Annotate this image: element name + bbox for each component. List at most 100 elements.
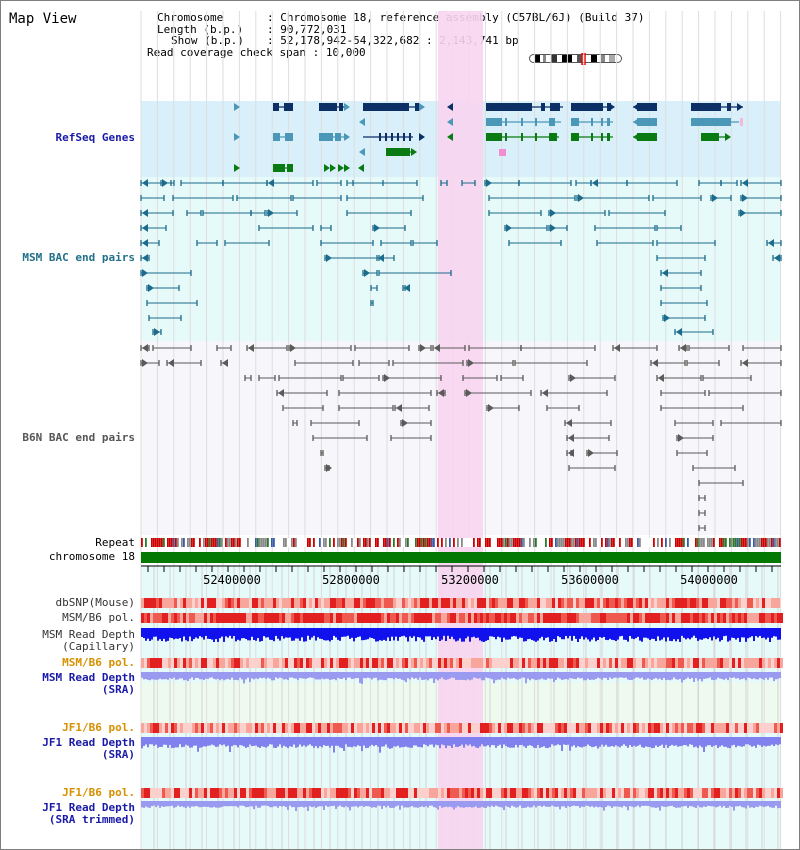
length-value: 90,772,031 (280, 22, 347, 36)
strand-arrow (330, 164, 336, 172)
track-label-msm-depth-capillary: MSM Read Depth (Capillary) (5, 629, 135, 653)
msm-bac-pair (488, 195, 576, 201)
strand-arrow (614, 344, 620, 352)
strand-arrow (447, 103, 453, 111)
strand-arrow (378, 254, 384, 262)
chromosome-track (141, 552, 781, 563)
msm-bac-pair (146, 300, 198, 306)
msm-bac-pair (674, 328, 714, 336)
strand-arrow (326, 464, 332, 472)
track-label-msm-depth-sra: MSM Read Depth (SRA) (5, 672, 135, 696)
strand-arrow (402, 419, 408, 427)
track-label-jf1-depth-trimmed: JF1 Read Depth (SRA trimmed) (5, 802, 135, 826)
track-label-refseq[interactable]: RefSeq Genes (55, 131, 135, 144)
b6n-bac-pair (324, 464, 332, 472)
axis-tick-label: 53600000 (561, 573, 619, 587)
repeat-track[interactable] (141, 538, 781, 547)
b6n-bac-pair (312, 435, 368, 441)
msm-bac-pair (656, 255, 706, 261)
jf1-b6-polymorphism-trimmed-heatmap (141, 788, 783, 798)
msm-bac-pair (518, 180, 572, 186)
track-label-b6n-bac[interactable]: B6N BAC end pairs (22, 431, 135, 444)
gene-feature (701, 133, 727, 141)
msm-bac-pair (376, 254, 395, 262)
jf1-depth-sra-line1: JF1 Read Depth (42, 736, 135, 749)
track-label-msm-bac[interactable]: MSM BAC end pairs (22, 251, 135, 264)
jf1-depth-sra-line2: (SRA) (101, 748, 135, 761)
strand-arrow (234, 133, 240, 141)
b6n-bac-pair (288, 344, 352, 352)
b6n-bac-pair (720, 420, 782, 426)
b6n-bac-track[interactable] (140, 344, 782, 531)
msm-bac-pair (772, 254, 782, 262)
axis-tick-label: 52800000 (322, 573, 380, 587)
msm-bac-pair (596, 240, 654, 246)
refseq-gene-track[interactable] (234, 103, 743, 172)
strand-arrow (438, 389, 444, 397)
strand-arrow (486, 179, 492, 187)
msm-bac-pair (362, 269, 378, 277)
msm-bac-track[interactable] (140, 179, 782, 336)
strand-arrow (588, 449, 594, 457)
strand-arrow (148, 284, 154, 292)
position-axis: 52400000 52800000 53200000 53600000 54000000 (141, 565, 781, 587)
gene-marker (499, 149, 506, 156)
gene-feature (363, 133, 413, 141)
msm-bac-pair (508, 240, 562, 246)
msm-bac-pair (548, 209, 606, 217)
strand-arrow (404, 284, 410, 292)
msm-bac-pair (660, 300, 708, 306)
strand-arrow (568, 449, 574, 457)
b6n-bac-pair (702, 375, 752, 381)
msm-depth-capillary-line2: (Capillary) (62, 640, 135, 653)
b6n-bac-pair (418, 344, 432, 352)
msm-bac-pair (740, 179, 782, 187)
strand-arrow (664, 314, 670, 322)
track-label-dbsnp: dbSNP(Mouse) (55, 596, 135, 609)
b6n-bac-pair (708, 390, 782, 396)
b6n-bac-pair (564, 419, 612, 427)
msm-bac-pair (660, 269, 702, 277)
strand-arrow (268, 209, 274, 217)
highlight-region[interactable] (438, 11, 483, 849)
gene-feature (571, 133, 613, 141)
msm-bac-pair (402, 284, 410, 292)
b6n-bac-pair (586, 449, 618, 457)
strand-arrow (633, 118, 639, 126)
b6n-bac-pair (486, 404, 520, 412)
b6n-bac-pair (432, 344, 466, 352)
dbsnp-heatmap (141, 598, 781, 608)
chromosome-ideogram[interactable] (529, 53, 624, 65)
track-label-jf1-b6-pol: JF1/B6 pol. (62, 721, 135, 734)
strand-arrow (384, 374, 390, 382)
polymorphism-tracks[interactable] (141, 598, 783, 798)
track-label-chromosome: chromosome 18 (48, 550, 135, 563)
strand-arrow (447, 133, 453, 141)
b6n-bac-pair (612, 344, 658, 352)
msm-bac-pair (196, 240, 218, 246)
jf1-b6-polymorphism-heatmap (141, 723, 783, 733)
strand-arrow (248, 344, 254, 352)
msm-bac-pair (594, 225, 656, 231)
jf1-depth-trimmed-line1: JF1 Read Depth (42, 801, 135, 814)
b6n-bac-pair (140, 359, 160, 367)
b6n-bac-pair (220, 359, 228, 367)
msm-bac-pair (660, 285, 702, 291)
strand-arrow (542, 389, 548, 397)
read-depth-tracks[interactable] (141, 628, 781, 811)
b6n-bac-pair (650, 359, 686, 367)
strand-arrow (566, 419, 572, 427)
strand-arrow (168, 359, 174, 367)
strand-arrow (658, 374, 664, 382)
b6n-bac-pair (358, 360, 390, 366)
strand-arrow (662, 269, 668, 277)
strand-arrow (466, 389, 472, 397)
gene-feature (273, 164, 293, 172)
gene-feature (571, 118, 613, 126)
strand-arrow (742, 179, 748, 187)
b6n-bac-pair (394, 404, 430, 412)
b6n-bac-pair (500, 375, 524, 381)
b6n-bac-pair (392, 360, 464, 366)
msm-read-depth-capillary (141, 628, 781, 642)
axis-tick-label: 54000000 (680, 573, 738, 587)
